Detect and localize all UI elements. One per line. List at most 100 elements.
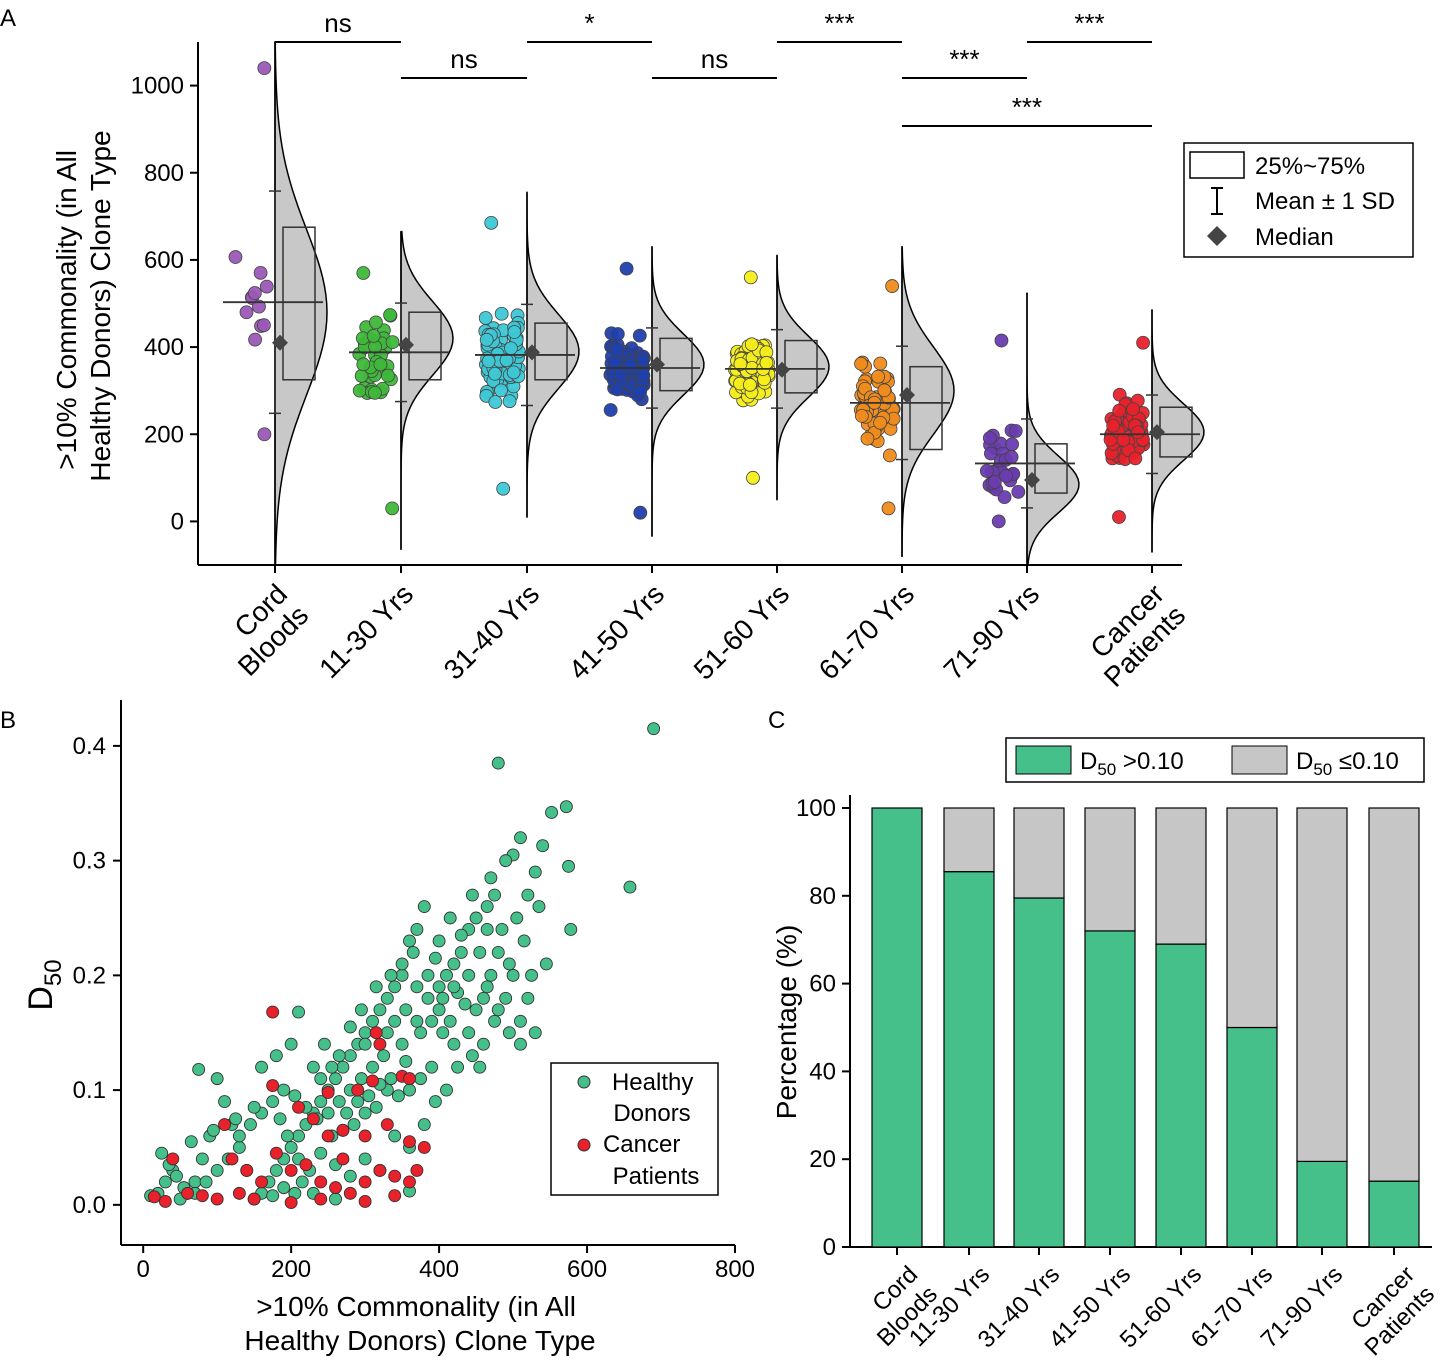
- b-data-point: [510, 911, 524, 925]
- b-data-point: [562, 859, 576, 873]
- b-data-point: [488, 1014, 502, 1028]
- legend-d50-high-label: D50 >0.10: [1080, 748, 1184, 779]
- b-data-point: [373, 1037, 387, 1051]
- b-data-point: [366, 1014, 379, 1028]
- b-data-point: [280, 1129, 294, 1143]
- a-data-point: [636, 368, 651, 383]
- b-data-point: [255, 1175, 269, 1189]
- b-series-cancer-patients: [147, 1005, 431, 1209]
- b-data-point: [306, 1112, 320, 1126]
- b-data-point: [525, 968, 539, 982]
- b-data-point: [314, 1192, 328, 1206]
- a-violin-half: [1026, 292, 1080, 566]
- a-data-point: [504, 341, 518, 356]
- c-bar-cancer-patients-d50-0-10: [1368, 1180, 1420, 1248]
- b-data-point: [210, 1072, 224, 1086]
- c-bar-cancer-patients-d50-0-10: [1368, 807, 1420, 1182]
- b-data-point: [321, 1085, 335, 1099]
- b-data-point: [417, 1118, 431, 1131]
- b-data-point: [545, 805, 558, 819]
- a-data-point: [257, 318, 271, 333]
- b-data-point: [351, 1095, 365, 1109]
- b-data-point: [340, 1106, 354, 1120]
- a-data-point: [228, 250, 243, 264]
- b-data-point: [425, 1014, 439, 1028]
- b-data-point: [292, 1005, 305, 1019]
- b-data-point: [240, 1163, 254, 1177]
- b-ytick-label: 0.0: [73, 1192, 106, 1219]
- legend-cancer-patients-label: Cancer Patients: [603, 1131, 699, 1190]
- b-data-point: [347, 1118, 361, 1131]
- b-data-point: [284, 1037, 298, 1051]
- b-data-point: [421, 991, 435, 1005]
- a-data-point: [381, 368, 395, 383]
- c-bar-cord-bloods-d50-0-10: [871, 807, 923, 1248]
- b-data-point: [232, 1129, 246, 1143]
- c-bar-41-50-yrs-d50-0-10: [1084, 807, 1136, 932]
- a-data-point: [633, 384, 648, 399]
- b-data-point: [514, 831, 527, 845]
- b-data-point: [358, 1129, 372, 1143]
- a-xtick-label-71-90-yrs: 71-90 Yrs: [938, 578, 1045, 685]
- a-data-point: [383, 308, 397, 322]
- b-data-point: [332, 1049, 346, 1063]
- a-violin-half: [651, 246, 705, 537]
- a-data-point: [369, 315, 383, 330]
- a-group-31-40-yrs: [475, 191, 580, 518]
- a-ytick-label: 600: [144, 247, 184, 274]
- b-data-point: [432, 1003, 446, 1017]
- a-data-point: [484, 215, 499, 230]
- a-data-point: [744, 337, 759, 352]
- a-significance-label: ns: [701, 44, 728, 74]
- a-data-point: [987, 475, 1002, 489]
- b-data-point: [480, 980, 494, 994]
- legend-d50-high-rest: >0.10: [1116, 748, 1183, 775]
- a-xtick-label-41-50-yrs: 41-50 Yrs: [563, 578, 670, 685]
- a-data-point: [494, 306, 509, 321]
- a-xtick-label-line: 31-40 Yrs: [438, 578, 545, 685]
- b-ytick-label: 0.2: [73, 962, 106, 989]
- b-data-point: [417, 900, 431, 913]
- a-data-point: [885, 279, 900, 293]
- legend-d50-high-sub: 50: [1097, 760, 1116, 779]
- b-data-point: [269, 1146, 283, 1160]
- a-data-point: [373, 357, 388, 372]
- b-data-point: [358, 1106, 372, 1120]
- b-data-point: [314, 1072, 328, 1086]
- a-data-point: [488, 366, 502, 381]
- b-data-point: [358, 1037, 372, 1051]
- a-significance-label: ns: [450, 44, 477, 74]
- b-data-point: [417, 1141, 431, 1154]
- b-data-point: [343, 1186, 357, 1200]
- a-data-point: [610, 327, 625, 341]
- b-data-point: [465, 1049, 479, 1063]
- a-significance-label: *: [584, 8, 594, 38]
- b-data-point: [491, 945, 505, 959]
- legend-d50-high-main: D: [1080, 748, 1097, 775]
- legend-cancer-line-1: Cancer: [603, 1131, 680, 1158]
- b-data-point: [462, 968, 476, 982]
- b-data-point: [447, 957, 461, 971]
- a-ytick-label: 200: [144, 421, 184, 448]
- b-data-point: [528, 865, 542, 879]
- b-data-point: [329, 1181, 342, 1195]
- b-data-point: [414, 1072, 428, 1086]
- c-ytick-label: 40: [809, 1058, 836, 1085]
- b-ytick-label: 0.4: [73, 733, 106, 760]
- b-data-point: [532, 900, 546, 913]
- a-group-cord-bloods: [223, 41, 328, 566]
- b-data-point: [377, 1049, 391, 1063]
- b-data-point: [373, 1003, 387, 1017]
- panel-a-significance: ns ns * ns *** *** *** ***: [275, 8, 1152, 127]
- b-data-point: [325, 1060, 339, 1074]
- c-bar-31-40-yrs-d50-0-10: [1013, 807, 1065, 899]
- b-data-point: [502, 957, 516, 971]
- c-ytick-label: 60: [809, 971, 836, 998]
- b-data-point: [321, 1129, 335, 1143]
- b-data-point: [277, 1181, 291, 1195]
